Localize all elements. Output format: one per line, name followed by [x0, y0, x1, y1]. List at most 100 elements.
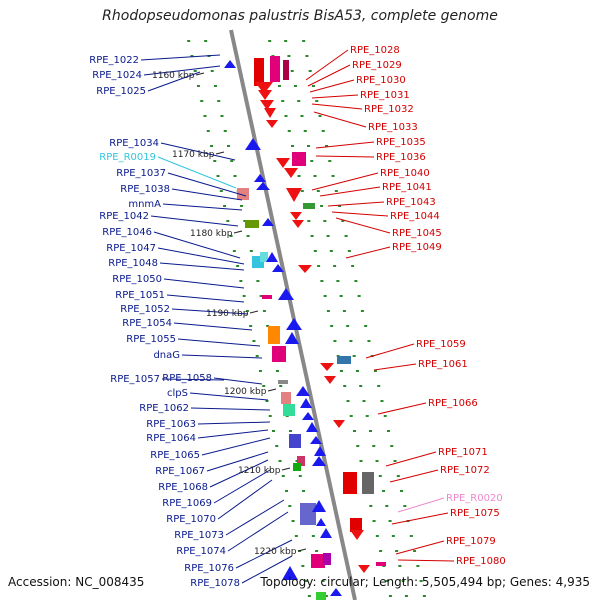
- gene-box: [289, 434, 301, 448]
- track-dot: [375, 535, 379, 537]
- gene-label-left: RPE_1051: [115, 290, 165, 301]
- leader-line: [166, 294, 245, 303]
- leader-line: [313, 111, 367, 128]
- track-dot: [206, 130, 210, 132]
- gene-arrow-forward: [302, 412, 314, 420]
- leader-line: [389, 469, 439, 483]
- track-dot: [321, 580, 325, 582]
- gene-label-right: RPE_1032: [364, 104, 414, 115]
- kbp-label: 1190 kbp: [206, 309, 249, 319]
- leader-line: [167, 172, 247, 197]
- track-dot: [297, 175, 301, 177]
- gene-label-left: RPE_1057: [110, 374, 160, 385]
- track-dot: [349, 415, 353, 417]
- track-dot: [281, 475, 285, 477]
- gene-label-left: RPE_1073: [174, 530, 224, 541]
- track-dot: [318, 115, 322, 117]
- track-dot: [388, 520, 392, 522]
- gene-box: [300, 503, 316, 525]
- gene-box: [245, 220, 259, 228]
- leader-line: [213, 469, 271, 504]
- gene-label-right: RPE_R0020: [446, 493, 503, 504]
- gene-arrow-reverse: [266, 120, 278, 128]
- leader-line: [177, 338, 261, 347]
- track-dot: [220, 115, 224, 117]
- gene-arrow-forward: [312, 500, 326, 512]
- track-dot: [284, 40, 288, 42]
- leader-line: [197, 421, 271, 425]
- gene-label-left: RPE_1024: [92, 70, 142, 81]
- track-dot: [375, 460, 379, 462]
- gene-arrow-reverse: [333, 420, 345, 428]
- map-title: Rhodopseudomonas palustris BisA53, compl…: [102, 8, 498, 24]
- track-dot: [196, 85, 200, 87]
- track-dot: [193, 70, 197, 72]
- track-dot: [356, 445, 360, 447]
- track-dot: [416, 565, 420, 567]
- track-dot: [266, 325, 270, 327]
- gene-box: [237, 188, 249, 200]
- track-dot: [315, 100, 319, 102]
- track-dot: [217, 100, 221, 102]
- genome-backbone: [229, 29, 357, 600]
- track-dot: [336, 280, 340, 282]
- track-dot: [281, 100, 285, 102]
- track-dot: [349, 340, 353, 342]
- gene-label-right: RPE_1044: [390, 211, 440, 222]
- track-dot: [323, 220, 327, 222]
- gene-label-left: RPE_1076: [184, 563, 234, 574]
- gene-arrow-forward: [316, 518, 326, 526]
- kbp-label: 1180 kbp: [190, 229, 233, 239]
- leader-line: [331, 211, 389, 217]
- track-dot: [391, 535, 395, 537]
- track-dot: [403, 505, 407, 507]
- track-dot: [419, 580, 423, 582]
- track-dot: [321, 130, 325, 132]
- leader-line: [181, 354, 263, 359]
- track-dot: [369, 505, 373, 507]
- kbp-tick: [281, 467, 291, 471]
- track-dot: [262, 310, 266, 312]
- gene-arrow-forward: [314, 446, 326, 456]
- track-dot: [359, 460, 363, 462]
- leader-line: [213, 377, 263, 385]
- track-dot: [329, 250, 333, 252]
- leader-line: [217, 479, 273, 520]
- track-dot: [265, 400, 269, 402]
- track-dot: [346, 400, 350, 402]
- gene-box: [283, 404, 295, 416]
- gene-label-right: RPE_1080: [456, 556, 506, 567]
- leader-line: [153, 231, 241, 259]
- leader-line: [162, 203, 243, 211]
- track-dot: [383, 415, 387, 417]
- track-dot: [230, 160, 234, 162]
- track-dot: [393, 460, 397, 462]
- kbp-label: 1170 kbp: [172, 150, 215, 160]
- leader-line: [373, 363, 417, 371]
- gene-label-left: RPE_1070: [166, 514, 216, 525]
- track-dot: [210, 145, 214, 147]
- track-dot: [298, 475, 302, 477]
- track-dot: [277, 85, 281, 87]
- track-dot: [302, 40, 306, 42]
- gene-label-left: RPE_1037: [116, 168, 166, 179]
- track-dot: [401, 580, 405, 582]
- track-dot: [364, 325, 368, 327]
- gene-arrow-reverse: [358, 565, 370, 573]
- track-dot: [310, 160, 314, 162]
- track-dot: [385, 505, 389, 507]
- track-dot: [249, 325, 253, 327]
- leader-line: [171, 308, 249, 315]
- gene-arrow-forward: [245, 138, 261, 150]
- leader-line: [241, 555, 293, 584]
- gene-label-left: RPE_1068: [158, 482, 208, 493]
- track-dot: [297, 100, 301, 102]
- gene-arrow-reverse: [276, 158, 290, 168]
- track-dot: [311, 85, 315, 87]
- gene-box: [343, 472, 357, 494]
- track-dot: [302, 490, 306, 492]
- gene-arrow-forward: [330, 588, 342, 596]
- track-dot: [331, 175, 335, 177]
- right-gene-labels: RPE_1028 RPE_1029 RPE_1030 RPE_1031 RPE_1032…: [350, 45, 506, 567]
- track-dot: [328, 160, 332, 162]
